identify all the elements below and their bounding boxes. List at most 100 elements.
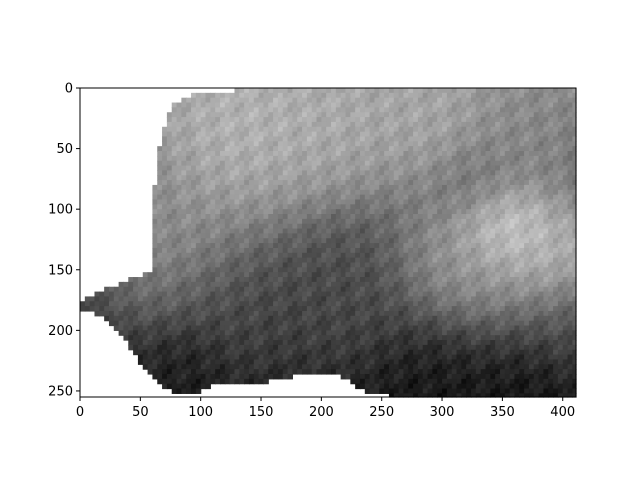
heatmap-cell — [417, 286, 424, 293]
heatmap-cell — [273, 170, 279, 176]
heatmap-cell — [186, 121, 192, 128]
heatmap-cell — [195, 272, 202, 278]
heatmap-cell — [355, 199, 361, 205]
heatmap-cell — [331, 88, 337, 94]
heatmap-cell — [191, 92, 197, 99]
heatmap-cell — [480, 233, 487, 239]
heatmap-cell — [277, 151, 284, 157]
heatmap-cell — [340, 180, 347, 186]
heatmap-cell — [152, 306, 158, 312]
heatmap-cell — [331, 320, 337, 327]
heatmap-cell — [171, 277, 178, 283]
heatmap-cell — [398, 155, 405, 162]
heatmap-cell — [393, 281, 400, 288]
heatmap-cell — [350, 121, 356, 128]
heatmap-cell — [355, 340, 361, 346]
heatmap-cell — [553, 349, 559, 356]
heatmap-cell — [364, 277, 371, 283]
heatmap-cell — [553, 315, 559, 322]
heatmap-cell — [538, 340, 545, 346]
heatmap-cell — [519, 325, 525, 331]
heatmap-cell — [422, 155, 429, 162]
heatmap-cell — [248, 175, 255, 181]
heatmap-cell — [514, 267, 520, 273]
heatmap-cell — [499, 160, 506, 167]
heatmap-cell — [471, 107, 477, 113]
heatmap-cell — [567, 262, 573, 268]
heatmap-cell — [485, 199, 491, 205]
heatmap-cell — [277, 340, 284, 346]
heatmap-cell — [331, 310, 337, 317]
heatmap-cell — [461, 325, 467, 331]
heatmap-cell — [379, 267, 385, 273]
heatmap-cell — [147, 277, 154, 283]
heatmap-cell — [432, 315, 438, 322]
heatmap-cell — [191, 218, 197, 225]
heatmap-cell — [451, 349, 458, 356]
heatmap-cell — [273, 160, 279, 167]
heatmap-cell — [562, 286, 569, 293]
heatmap-cell — [210, 286, 216, 293]
heatmap-cell — [162, 194, 168, 201]
heatmap-cell — [364, 146, 371, 152]
heatmap-cell — [369, 102, 376, 108]
heatmap-cell — [475, 228, 482, 235]
heatmap-cell — [533, 330, 540, 336]
heatmap-cell — [456, 146, 462, 152]
heatmap-cell — [562, 301, 569, 307]
heatmap-cell — [557, 151, 564, 157]
heatmap-cell — [499, 141, 506, 147]
heatmap-cell — [292, 92, 298, 99]
heatmap-cell — [253, 238, 260, 244]
heatmap-cell — [572, 340, 577, 346]
heatmap-cell — [137, 310, 144, 317]
heatmap-cell — [258, 170, 265, 176]
heatmap-cell — [557, 228, 564, 235]
heatmap-cell — [427, 180, 433, 186]
heatmap-cell — [538, 170, 545, 176]
heatmap-cell — [224, 107, 231, 113]
heatmap-cell — [490, 209, 496, 215]
heatmap-cell — [572, 107, 577, 113]
heatmap-cell — [514, 306, 520, 312]
heatmap-cell — [432, 228, 438, 235]
heatmap-cell — [398, 228, 405, 235]
heatmap-cell — [340, 88, 347, 94]
heatmap-cell — [485, 151, 491, 157]
heatmap-cell — [417, 243, 424, 249]
heatmap-cell — [297, 272, 303, 278]
heatmap-cell — [548, 175, 554, 181]
heatmap-cell — [306, 165, 313, 171]
heatmap-cell — [572, 344, 577, 351]
heatmap-cell — [224, 218, 231, 225]
heatmap-cell — [321, 165, 327, 171]
heatmap-cell — [509, 238, 516, 244]
heatmap-cell — [171, 306, 178, 312]
heatmap-cell — [282, 88, 289, 94]
heatmap-cell — [345, 340, 351, 346]
heatmap-cell — [398, 238, 405, 244]
heatmap-cell — [215, 320, 221, 327]
heatmap-cell — [461, 97, 467, 104]
heatmap-cell — [176, 306, 182, 312]
heatmap-cell — [461, 262, 467, 268]
heatmap-cell — [446, 272, 453, 278]
heatmap-cell — [171, 155, 178, 162]
heatmap-cell — [186, 97, 192, 104]
heatmap-cell — [543, 175, 549, 181]
heatmap-cell — [244, 121, 250, 128]
heatmap-cell — [543, 252, 549, 259]
heatmap-cell — [562, 146, 569, 152]
heatmap-cell — [562, 340, 569, 346]
heatmap-cell — [533, 301, 540, 307]
heatmap-cell — [495, 310, 501, 317]
heatmap-cell — [268, 112, 274, 118]
heatmap-cell — [253, 131, 260, 138]
heatmap-cell — [287, 102, 293, 108]
heatmap-cell — [485, 238, 491, 244]
heatmap-cell — [398, 247, 405, 254]
heatmap-cell — [427, 267, 433, 273]
heatmap-cell — [186, 184, 192, 191]
heatmap-cell — [210, 228, 216, 235]
heatmap-cell — [567, 92, 573, 99]
